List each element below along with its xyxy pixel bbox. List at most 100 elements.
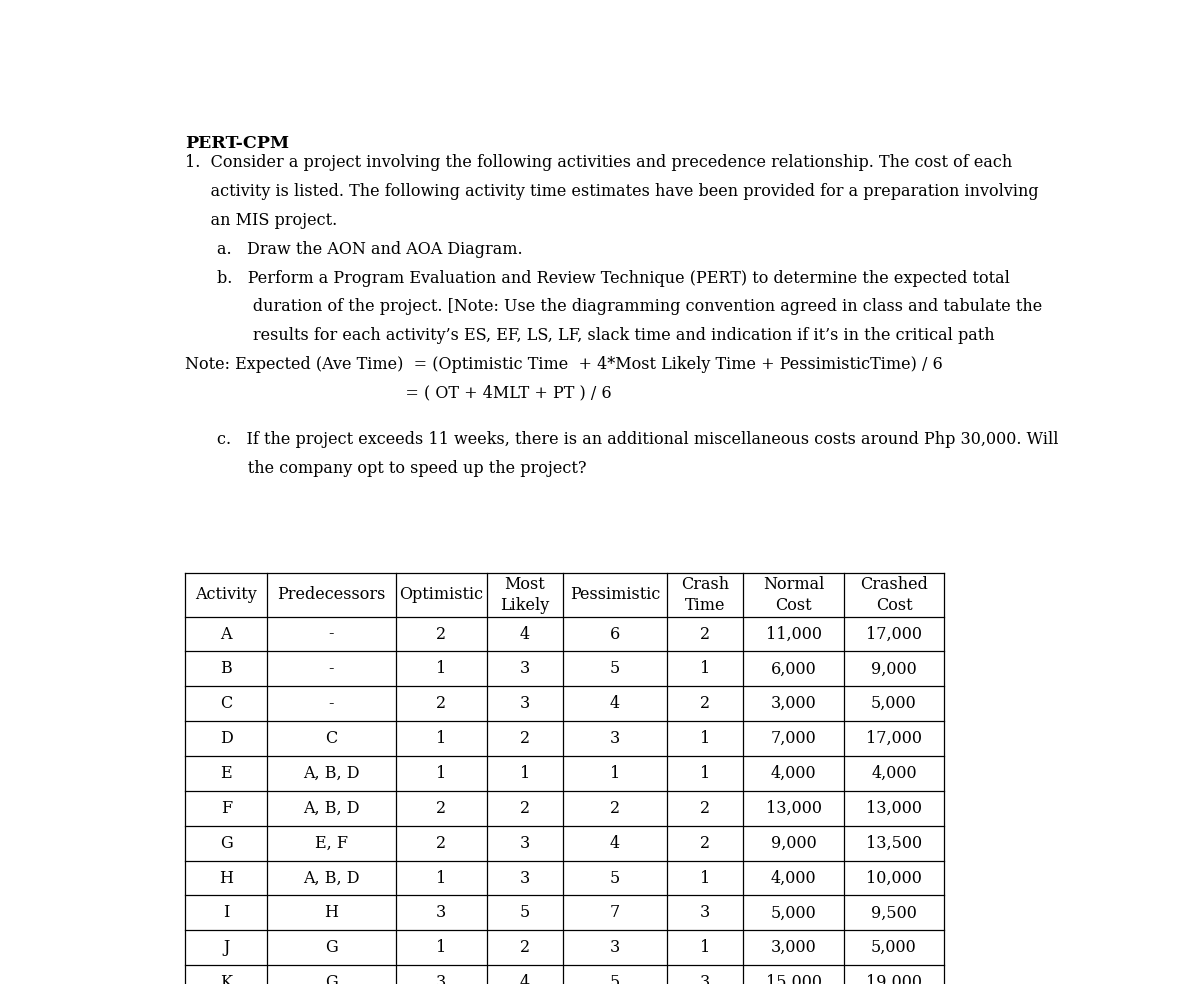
Text: 5,000: 5,000 [770,904,816,921]
Text: Crash
Time: Crash Time [682,576,730,614]
Text: 2: 2 [700,626,710,643]
Text: 17,000: 17,000 [866,730,922,747]
Text: 1: 1 [436,765,446,782]
Text: 3: 3 [610,730,620,747]
Text: Optimistic: Optimistic [400,586,484,603]
Text: Predecessors: Predecessors [277,586,385,603]
Text: G: G [220,834,233,852]
Text: H: H [324,904,338,921]
Text: 4: 4 [610,696,620,712]
Text: 1: 1 [700,730,710,747]
Text: 5: 5 [610,974,620,984]
Text: C: C [325,730,337,747]
Text: 17,000: 17,000 [866,626,922,643]
Text: duration of the project. [Note: Use the diagramming convention agreed in class a: duration of the project. [Note: Use the … [217,298,1043,316]
Text: 4,000: 4,000 [770,870,816,887]
Text: a.   Draw the AON and AOA Diagram.: a. Draw the AON and AOA Diagram. [217,241,522,258]
Text: 15,000: 15,000 [766,974,822,984]
Text: 1: 1 [436,730,446,747]
Text: 1: 1 [700,765,710,782]
Text: 1: 1 [610,765,620,782]
Text: Normal
Cost: Normal Cost [763,576,824,614]
Text: 2: 2 [520,800,530,817]
Text: G: G [325,940,337,956]
Text: A, B, D: A, B, D [304,870,360,887]
Text: 2: 2 [520,940,530,956]
Text: results for each activity’s ES, EF, LS, LF, slack time and indication if it’s in: results for each activity’s ES, EF, LS, … [217,328,995,344]
Text: C: C [220,696,233,712]
Text: 1: 1 [436,940,446,956]
Text: the company opt to speed up the project?: the company opt to speed up the project? [217,460,587,476]
Text: E: E [221,765,232,782]
Text: Pessimistic: Pessimistic [570,586,660,603]
Text: A: A [221,626,232,643]
Text: 5: 5 [610,660,620,677]
Text: 3: 3 [610,940,620,956]
Text: 10,000: 10,000 [866,870,922,887]
Text: -: - [329,660,334,677]
Text: Crashed
Cost: Crashed Cost [860,576,928,614]
Text: 2: 2 [610,800,620,817]
Text: D: D [220,730,233,747]
Text: 11,000: 11,000 [766,626,822,643]
Text: 1: 1 [700,870,710,887]
Text: 5: 5 [520,904,530,921]
Text: 1: 1 [520,765,530,782]
Text: I: I [223,904,229,921]
Text: b.   Perform a Program Evaluation and Review Technique (PERT) to determine the e: b. Perform a Program Evaluation and Revi… [217,270,1010,286]
Text: K: K [221,974,233,984]
Text: 4,000: 4,000 [770,765,816,782]
Text: 4,000: 4,000 [871,765,917,782]
Text: 6,000: 6,000 [770,660,816,677]
Text: 3,000: 3,000 [770,940,816,956]
Text: 7: 7 [610,904,620,921]
Text: 2: 2 [700,834,710,852]
Text: PERT-CPM: PERT-CPM [185,135,289,152]
Text: 3,000: 3,000 [770,696,816,712]
Text: 13,500: 13,500 [866,834,922,852]
Text: 2: 2 [436,696,446,712]
Text: 4: 4 [610,834,620,852]
Text: A, B, D: A, B, D [304,765,360,782]
Text: 1: 1 [436,660,446,677]
Text: Most
Likely: Most Likely [500,576,550,614]
Text: 13,000: 13,000 [766,800,822,817]
Text: 2: 2 [700,696,710,712]
Text: 4: 4 [520,974,530,984]
Text: 1: 1 [700,660,710,677]
Text: Note: Expected (Ave Time)  = (Optimistic Time  + 4*Most Likely Time + Pessimisti: Note: Expected (Ave Time) = (Optimistic … [185,356,943,373]
Text: 5,000: 5,000 [871,940,917,956]
Text: E, F: E, F [314,834,348,852]
Text: 3: 3 [436,904,446,921]
Text: 5: 5 [610,870,620,887]
Text: J: J [223,940,229,956]
Text: 2: 2 [520,730,530,747]
Text: 13,000: 13,000 [866,800,922,817]
Text: 2: 2 [436,800,446,817]
Text: 1: 1 [700,940,710,956]
Text: = ( OT + 4MLT + PT ) / 6: = ( OT + 4MLT + PT ) / 6 [185,385,612,401]
Text: 3: 3 [700,974,710,984]
Text: H: H [220,870,233,887]
Text: 3: 3 [700,904,710,921]
Text: 1: 1 [436,870,446,887]
Text: 3: 3 [436,974,446,984]
Text: B: B [221,660,232,677]
Text: 9,000: 9,000 [770,834,816,852]
Text: an MIS project.: an MIS project. [185,212,337,229]
Text: 6: 6 [610,626,620,643]
Text: 2: 2 [436,626,446,643]
Text: A, B, D: A, B, D [304,800,360,817]
Text: -: - [329,696,334,712]
Text: 3: 3 [520,870,530,887]
Text: 5,000: 5,000 [871,696,917,712]
Text: 9,000: 9,000 [871,660,917,677]
Text: 3: 3 [520,660,530,677]
Text: activity is listed. The following activity time estimates have been provided for: activity is listed. The following activi… [185,183,1039,200]
Text: 2: 2 [700,800,710,817]
Text: 3: 3 [520,834,530,852]
Text: 4: 4 [520,626,530,643]
Text: 3: 3 [520,696,530,712]
Text: G: G [325,974,337,984]
Text: 19,000: 19,000 [866,974,922,984]
